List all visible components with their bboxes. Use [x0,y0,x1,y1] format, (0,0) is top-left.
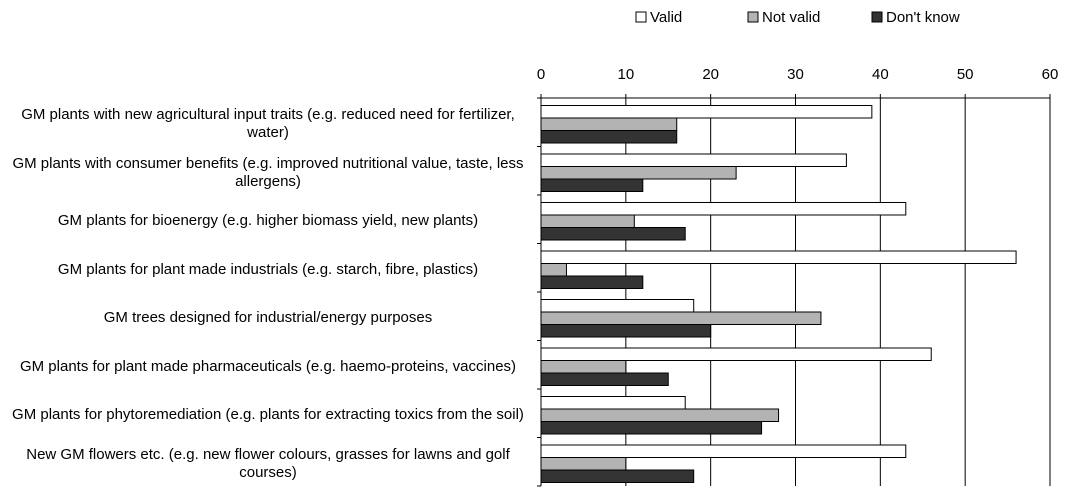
bar [540,360,627,374]
bar [540,227,686,241]
bar [540,396,686,410]
category-label: New GM flowers etc. (e.g. new flower col… [26,445,510,481]
x-tick-label: 10 [617,66,634,83]
bar [540,178,644,192]
category-label: GM plants for plant made pharmaceuticals… [19,357,517,375]
x-tick-label: 30 [787,66,804,83]
bar [540,444,907,458]
bar [540,263,567,277]
bar [540,130,678,144]
legend-label: Don't know [886,9,960,26]
category-label: GM plants for bioenergy (e.g. higher bio… [57,212,479,230]
bar [540,299,695,313]
x-tick-label: 40 [872,66,889,83]
x-tick-label: 0 [537,66,545,83]
category-label: GM plants with new agricultural input tr… [21,106,515,142]
x-tick-label: 50 [957,66,974,83]
bar [540,117,678,131]
legend-swatch [635,11,647,23]
x-tick-label: 20 [702,66,719,83]
bar [540,214,635,228]
legend-label: Valid [650,9,682,26]
category-label: GM plants for phytoremediation (e.g. pla… [12,406,524,424]
bar [540,372,669,386]
bar [540,324,712,338]
bar [540,469,695,483]
bar [540,421,763,435]
bar [540,153,847,167]
x-tick-label: 60 [1042,66,1059,83]
bar [540,166,737,180]
legend-swatch [871,11,883,23]
category-label: GM plants for plant made industrials (e.… [57,260,479,278]
bar [540,311,822,325]
bar [540,408,780,422]
category-label: GM trees designed for industrial/energy … [103,309,433,327]
bar [540,457,627,471]
bar [540,202,907,216]
category-label: GM plants with consumer benefits (e.g. i… [12,154,524,190]
bar [540,275,644,289]
bar [540,250,1017,264]
legend-swatch [747,11,759,23]
bar [540,347,932,361]
legend-label: Not valid [762,9,820,26]
bar [540,105,873,119]
